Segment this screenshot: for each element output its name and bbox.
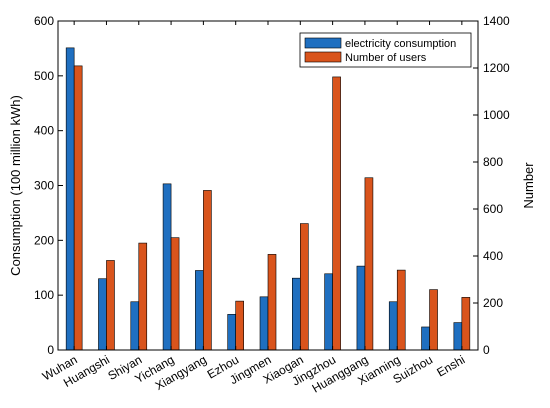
bar-users-yichang <box>170 237 180 351</box>
bar-electricity-huangshi <box>98 278 107 351</box>
left-tick-label: 600 <box>34 14 54 28</box>
bar-users-shiyan <box>138 242 148 351</box>
legend-swatch-electricity <box>304 37 342 49</box>
right-tick-label: 1000 <box>483 108 510 122</box>
right-tick-label: 1400 <box>483 14 510 28</box>
bar-users-huangshi <box>106 260 115 351</box>
left-tick-label: 500 <box>34 69 54 83</box>
bar-users-xiaogan <box>300 223 309 351</box>
left-tick-label: 400 <box>34 124 54 138</box>
legend-swatch-users <box>304 51 342 63</box>
left-axis: 0 100 200 300 400 500 600 <box>34 14 63 357</box>
bar-users-xiangyang <box>203 190 212 351</box>
y-axis-title-right: Number <box>521 162 536 209</box>
bar-electricity-huanggang <box>356 265 366 351</box>
bar-users-enshi <box>461 297 471 351</box>
bar-users-jingzhou <box>332 76 341 351</box>
y-axis-title-left: Consumption (100 million kWh) <box>8 95 23 276</box>
x-tick-label-enshi: Enshi <box>434 352 467 379</box>
bar-users-huanggang <box>364 177 374 351</box>
right-tick-label: 200 <box>483 296 503 310</box>
bar-users-xianning <box>396 269 406 351</box>
legend-label-users: Number of users <box>345 52 427 64</box>
left-tick-label: 100 <box>34 288 54 302</box>
left-tick-label: 0 <box>47 343 54 357</box>
bar-users-jingmen <box>267 254 277 351</box>
bar-electricity-shiyan <box>130 301 140 351</box>
bar-electricity-wuhan <box>65 47 75 351</box>
legend: electricity consumption Number of users <box>299 32 472 68</box>
right-tick-label: 800 <box>483 155 503 169</box>
bar-electricity-xiaogan <box>292 277 301 351</box>
bar-users-suizhou <box>429 289 438 351</box>
right-tick-label: 400 <box>483 249 503 263</box>
legend-label-electricity: electricity consumption <box>345 38 456 50</box>
left-tick-label: 300 <box>34 179 54 193</box>
bar-electricity-jingmen <box>259 296 269 351</box>
bar-users-wuhan <box>73 65 83 351</box>
bars-layer <box>65 47 471 351</box>
left-tick-label: 200 <box>34 233 54 247</box>
bar-electricity-yichang <box>162 183 172 351</box>
right-tick-label: 1200 <box>483 61 510 75</box>
bar-users-ezhou <box>235 300 244 351</box>
right-tick-label: 600 <box>483 202 503 216</box>
bar-electricity-enshi <box>453 322 463 351</box>
bar-electricity-suizhou <box>421 326 430 351</box>
bar-electricity-xiangyang <box>195 270 204 351</box>
bar-electricity-jingzhou <box>324 273 333 351</box>
bar-electricity-ezhou <box>227 314 236 351</box>
right-tick-label: 0 <box>483 343 490 357</box>
right-axis: 0 200 400 600 800 1000 1200 1400 <box>473 14 510 357</box>
bar-electricity-xianning <box>388 301 398 351</box>
